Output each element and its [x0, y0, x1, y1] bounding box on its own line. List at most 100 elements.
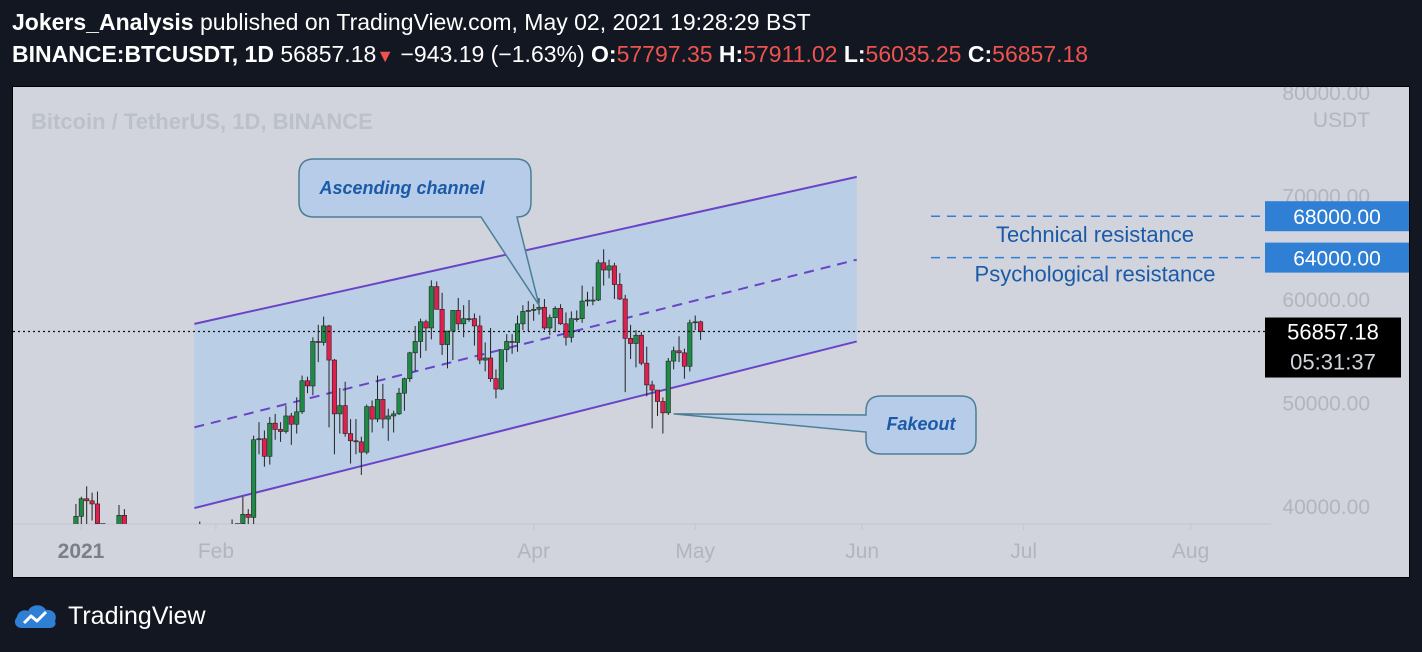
candle — [353, 419, 359, 455]
candle — [342, 381, 348, 437]
candle-body — [428, 286, 434, 329]
candle-body — [337, 405, 343, 415]
candle — [380, 383, 386, 429]
resistance-label: Psychological resistance — [975, 262, 1216, 287]
candle — [106, 541, 110, 577]
price-chart[interactable]: Bitcoin / TetherUS, 1D, BINANCE 80000.00… — [13, 87, 1409, 577]
candle — [552, 306, 558, 333]
candle-body — [78, 498, 84, 517]
candle — [245, 509, 251, 524]
candle — [509, 334, 515, 354]
brand-name[interactable]: TradingView — [68, 601, 206, 630]
candle — [192, 568, 196, 577]
candle — [444, 330, 450, 369]
time-axis[interactable]: 2021 Feb Apr May Jun Jul Aug — [13, 523, 1271, 563]
resistance-levels[interactable]: 68000.00 Technical resistance 64000.00 Psyc… — [931, 201, 1409, 287]
candle — [638, 332, 644, 366]
tradingview-cloud-icon[interactable] — [12, 601, 60, 631]
candle-body — [455, 310, 461, 325]
candle — [128, 528, 132, 554]
candle — [396, 388, 402, 415]
candle-body — [353, 440, 359, 443]
candle-body — [692, 321, 698, 324]
candle-body — [633, 334, 639, 344]
candle — [455, 297, 461, 331]
candles — [73, 249, 704, 577]
candle — [337, 388, 343, 434]
candle-body — [133, 547, 137, 549]
candle-body — [364, 406, 370, 453]
candle — [649, 380, 655, 429]
candle-body — [326, 325, 332, 361]
price-tick-label: 60000.00 — [1282, 289, 1370, 312]
candle — [358, 436, 364, 475]
chart-area[interactable]: Bitcoin / TetherUS, 1D, BINANCE 80000.00… — [12, 86, 1410, 578]
candle — [278, 422, 284, 442]
candle — [326, 324, 332, 428]
ascending-channel[interactable] — [194, 175, 857, 510]
candle — [655, 389, 661, 416]
candle-body — [331, 359, 337, 415]
candle-body — [396, 392, 402, 415]
candle-body — [278, 429, 284, 432]
candle-body — [149, 548, 153, 552]
candle — [423, 319, 429, 351]
candle — [149, 543, 153, 574]
candle-body — [611, 265, 617, 285]
time-tick-label: Jun — [845, 540, 879, 563]
candle-body — [369, 406, 375, 420]
candle — [155, 553, 159, 577]
last-price: 56857.18 — [280, 41, 377, 67]
candle — [574, 310, 580, 322]
candle — [644, 346, 650, 397]
candle-body — [94, 503, 100, 524]
price-axis[interactable]: 80000.0070000.0060000.0050000.0040000.00… — [1282, 87, 1370, 519]
author-name[interactable]: Jokers_Analysis — [12, 9, 194, 35]
candle-body — [687, 322, 693, 367]
candle-body — [638, 334, 644, 364]
high-value: 57911.02 — [743, 41, 838, 67]
candle — [687, 319, 693, 372]
candle-body — [622, 298, 628, 339]
candle — [310, 337, 316, 396]
candle-body — [128, 539, 132, 547]
candle-countdown: 05:31:37 — [1290, 350, 1376, 375]
candle — [525, 301, 531, 332]
candle — [407, 351, 413, 382]
candle-body — [665, 360, 671, 414]
candle — [144, 529, 148, 550]
candle — [514, 315, 520, 352]
candle-body — [450, 310, 456, 332]
channel-middle-line[interactable] — [194, 258, 857, 429]
candle-body — [671, 350, 677, 362]
candle-body — [208, 565, 212, 577]
close-label: C: — [967, 41, 993, 67]
channel-lower-line[interactable] — [194, 340, 857, 510]
candle-body — [116, 515, 122, 524]
callout-box[interactable] — [673, 395, 977, 455]
annotations[interactable]: Ascending channel Fakeout — [298, 158, 977, 455]
candle-body — [73, 516, 79, 524]
candle-body — [294, 411, 300, 425]
candle-body — [100, 523, 106, 524]
candle — [541, 299, 547, 331]
close-value: 56857.18 — [992, 41, 1089, 67]
resistance-price-tag[interactable] — [1265, 201, 1409, 232]
candle-body — [601, 262, 607, 271]
candle — [671, 346, 677, 370]
resistance-price-tag[interactable] — [1265, 242, 1409, 273]
footer: TradingView — [12, 598, 206, 634]
candle-body — [681, 352, 687, 367]
time-tick-label: Apr — [517, 540, 550, 563]
callout-box[interactable] — [298, 158, 540, 306]
time-tick-label: Aug — [1172, 540, 1209, 563]
candle — [536, 297, 542, 315]
price-unit-label: USDT — [1313, 109, 1370, 132]
candle-body — [509, 341, 515, 343]
candle — [434, 281, 440, 310]
current-price-tag[interactable] — [1265, 317, 1401, 378]
candle — [261, 430, 267, 467]
current-price-label: 56857.18 — [1287, 320, 1379, 345]
candle-body — [315, 341, 321, 343]
candle — [611, 262, 617, 299]
